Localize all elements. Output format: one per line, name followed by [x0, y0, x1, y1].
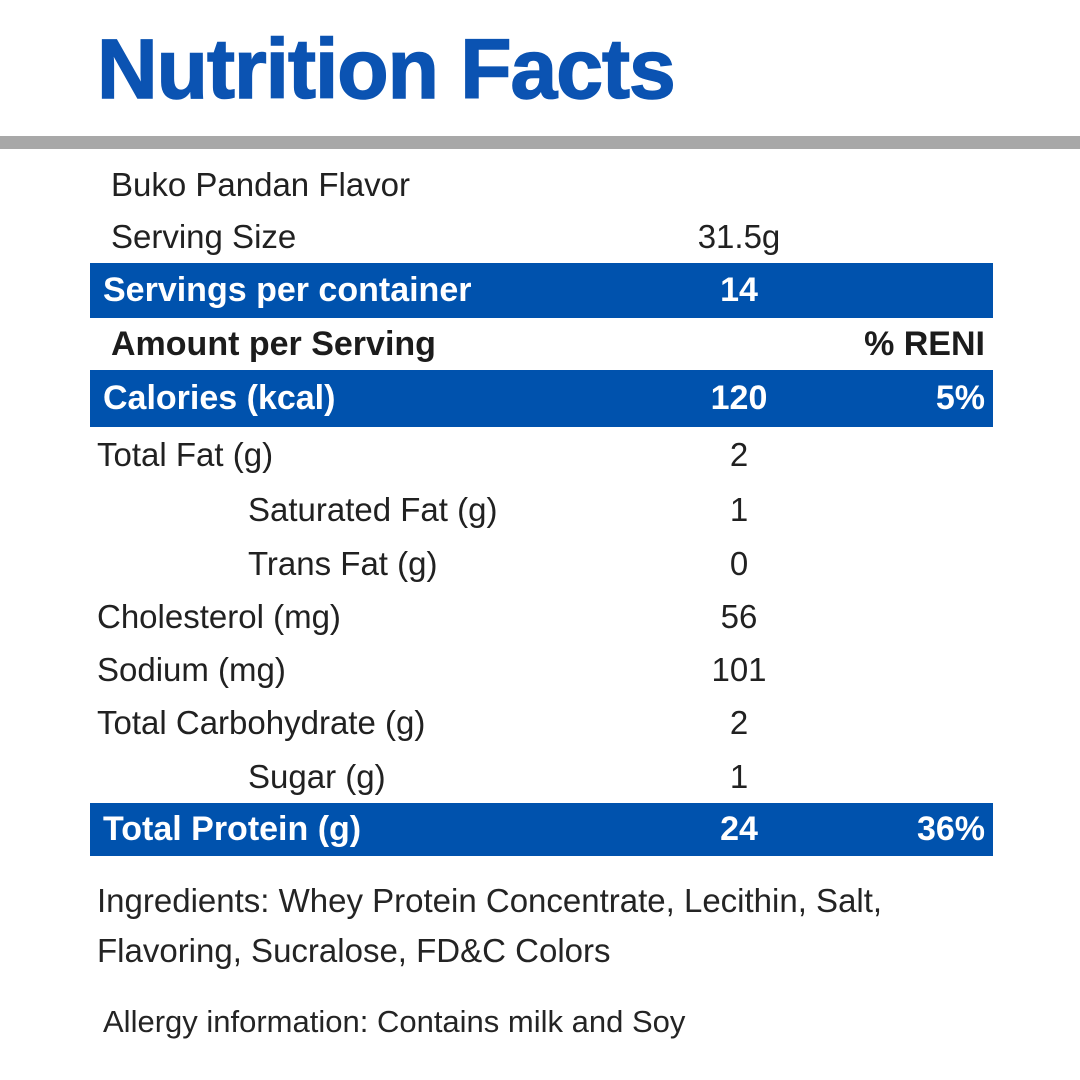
table-row-cholesterol: Cholesterol (mg) 56	[90, 590, 993, 643]
row-value: 2	[729, 436, 749, 473]
row-label: Sodium (mg)	[97, 650, 286, 688]
servings-per-container-row: Servings per container 14	[90, 263, 993, 318]
servings-per-container-label: Servings per container	[103, 271, 472, 309]
table-row-trans-fat: Trans Fat (g) 0	[90, 537, 993, 590]
serving-size-value: 31.5g	[697, 218, 781, 255]
table-row-sodium: Sodium (mg) 101	[90, 643, 993, 696]
row-percent: 36%	[916, 810, 985, 848]
ingredients-text: Ingredients: Whey Protein Concentrate, L…	[97, 882, 883, 969]
flavor-row: Buko Pandan Flavor	[90, 158, 993, 211]
row-value: 24	[720, 810, 758, 848]
row-percent: 5%	[935, 379, 985, 417]
row-label: Trans Fat (g)	[248, 544, 438, 582]
table-row-total-protein: Total Protein (g) 24 36%	[90, 803, 993, 856]
row-value: 120	[710, 379, 768, 417]
row-label: Calories (kcal)	[103, 379, 336, 417]
row-value: 56	[720, 597, 758, 635]
nutrition-table: Buko Pandan Flavor Serving Size 31.5g Se…	[90, 158, 993, 856]
table-row-saturated-fat: Saturated Fat (g) 1	[90, 483, 993, 537]
row-value: 101	[711, 650, 767, 688]
row-value: 0	[729, 544, 749, 582]
table-header-row: Amount per Serving % RENI	[90, 318, 993, 370]
table-row-calories: Calories (kcal) 120 5%	[90, 370, 993, 427]
row-label: Total Protein (g)	[103, 810, 362, 848]
page-title: Nutrition Facts	[96, 22, 676, 116]
row-label: Cholesterol (mg)	[97, 597, 341, 635]
table-row-sugar: Sugar (g) 1	[90, 750, 993, 803]
table-row-total-carbohydrate: Total Carbohydrate (g) 2	[90, 696, 993, 750]
row-value: 2	[729, 704, 749, 741]
amount-per-serving-label: Amount per Serving	[111, 324, 436, 363]
table-row-total-fat: Total Fat (g) 2	[90, 427, 993, 483]
row-label: Total Fat (g)	[97, 436, 274, 473]
servings-per-container-value: 14	[720, 271, 758, 309]
row-label: Saturated Fat (g)	[248, 491, 498, 528]
flavor-label: Buko Pandan Flavor	[111, 165, 411, 203]
percent-reni-label: % RENI	[864, 324, 985, 363]
row-value: 1	[729, 491, 749, 528]
row-value: 1	[729, 757, 749, 795]
title-divider	[0, 136, 1080, 149]
serving-size-row: Serving Size 31.5g	[90, 211, 993, 263]
row-label: Total Carbohydrate (g)	[97, 704, 426, 741]
serving-size-label: Serving Size	[111, 218, 297, 255]
row-label: Sugar (g)	[248, 757, 386, 795]
allergy-info-text: Allergy information: Contains milk and S…	[103, 1004, 686, 1039]
